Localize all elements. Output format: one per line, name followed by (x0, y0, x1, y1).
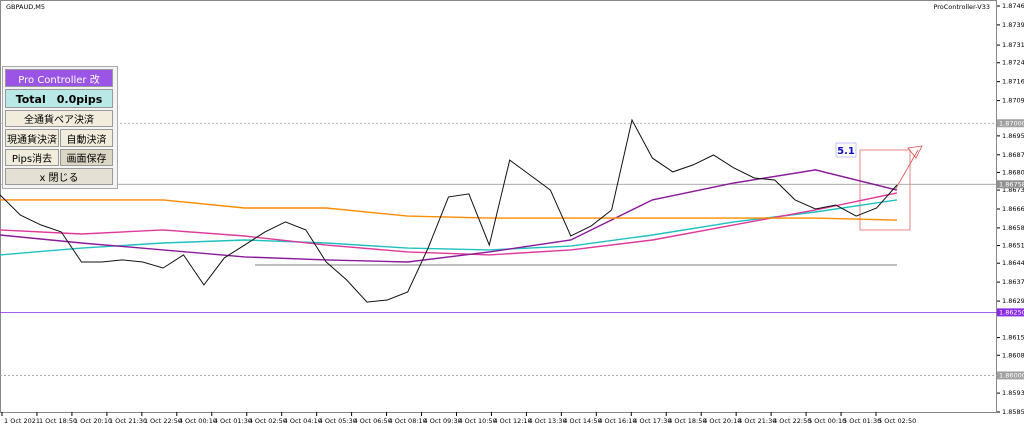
total-pips: Total 0.0pips (5, 89, 113, 108)
level-label-box (997, 180, 1024, 189)
x-tick-label: 4 Oct 01:30 (214, 417, 252, 425)
annotation: 5.1 (837, 146, 855, 157)
level-label-box (997, 371, 1024, 380)
x-tick-label: 5 Oct 00:10 (808, 417, 846, 425)
symbol-label: GBPAUD,M5 (6, 3, 45, 11)
x-tick-label: 4 Oct 08:10 (389, 417, 427, 425)
drawn-box (859, 149, 911, 231)
x-tick-label: 4 Oct 20:10 (703, 417, 741, 425)
y-tick-label: 1.87390 (1002, 21, 1024, 29)
x-tick-label: 4 Oct 21:30 (738, 417, 776, 425)
x-tick-label: 1 Oct 22:50 (144, 417, 182, 425)
panel-title[interactable]: Pro Controller 改 (5, 69, 113, 87)
clear-pips-button[interactable]: Pips消去 (5, 149, 59, 166)
y-tick-label: 1.86515 (1002, 242, 1024, 250)
level-label: 1.86000 (999, 371, 1024, 379)
series-line (0, 199, 898, 256)
level-label: 1.86758 (999, 180, 1024, 188)
x-tick-label: 1 Oct 21:30 (109, 417, 147, 425)
y-tick-label: 1.87310 (1002, 41, 1024, 49)
y-tick-label: 1.86950 (1002, 132, 1024, 140)
y-tick-label: 1.86150 (1002, 334, 1024, 342)
series-line (0, 199, 898, 221)
drawn-arrow (894, 145, 923, 191)
y-tick-label: 1.86370 (1002, 278, 1024, 286)
x-tick-label: 4 Oct 05:30 (319, 417, 357, 425)
annotation-box (835, 142, 857, 158)
x-tick-label: 1 Oct 2021 (4, 417, 40, 425)
level-label-box (997, 119, 1024, 128)
x-tick-label: 4 Oct 14:50 (563, 417, 601, 425)
y-tick-label: 1.86875 (1002, 151, 1024, 159)
save-screen-button[interactable]: 画面保存 (60, 149, 113, 166)
indicator-label: ProController-V33 (933, 3, 990, 11)
x-tick-label: 4 Oct 06:50 (354, 417, 392, 425)
y-tick-label: 1.85855 (1002, 408, 1024, 416)
y-tick-label: 1.86445 (1002, 259, 1024, 267)
close-current-button[interactable]: 現通貨決済 (5, 129, 59, 147)
x-tick-label: 4 Oct 17:30 (633, 417, 671, 425)
x-tick-label: 4 Oct 02:50 (249, 417, 287, 425)
y-tick-label: 1.86805 (1002, 168, 1024, 176)
x-tick-label: 4 Oct 04:10 (284, 417, 322, 425)
series-line (0, 192, 898, 256)
x-tick-label: 4 Oct 18:50 (668, 417, 706, 425)
x-tick-label: 4 Oct 13:30 (528, 417, 566, 425)
y-tick-label: 1.86080 (1002, 351, 1024, 359)
level-label: 1.86250 (999, 308, 1024, 316)
x-tick-label: 4 Oct 16:10 (598, 417, 636, 425)
y-tick-label: 1.87465 (1002, 2, 1024, 10)
y-tick-label: 1.87240 (1002, 59, 1024, 67)
y-tick-label: 1.86585 (1002, 224, 1024, 232)
series-line (0, 118, 898, 303)
x-tick-label: 5 Oct 01:30 (843, 417, 881, 425)
level-label-box (997, 308, 1024, 317)
y-tick-label: 1.86660 (1002, 205, 1024, 213)
y-tick-label: 1.87165 (1002, 78, 1024, 86)
x-tick-label: 5 Oct 02:50 (878, 417, 916, 425)
y-tick-label: 1.85930 (1002, 389, 1024, 397)
level-label: 1.87000 (999, 119, 1024, 127)
close-panel-button[interactable]: x 閉じる (5, 168, 113, 185)
x-tick-label: 1 Oct 20:10 (74, 417, 112, 425)
y-tick-label: 1.87090 (1002, 97, 1024, 105)
y-tick-label: 1.86735 (1002, 186, 1024, 194)
x-tick-label: 4 Oct 10:50 (458, 417, 496, 425)
series-line (0, 169, 898, 263)
auto-close-button[interactable]: 自動決済 (60, 129, 113, 147)
x-tick-label: 4 Oct 00:10 (179, 417, 217, 425)
x-tick-label: 4 Oct 12:10 (493, 417, 531, 425)
x-tick-label: 4 Oct 22:50 (773, 417, 811, 425)
x-tick-label: 4 Oct 09:30 (424, 417, 462, 425)
control-panel: Pro Controller 改 Total 0.0pips 全通貨ペア決済 現… (2, 66, 118, 189)
close-all-button[interactable]: 全通貨ペア決済 (5, 110, 113, 127)
plot-frame (0, 0, 997, 413)
x-tick-label: 1 Oct 18:50 (39, 417, 77, 425)
y-tick-label: 1.86295 (1002, 297, 1024, 305)
